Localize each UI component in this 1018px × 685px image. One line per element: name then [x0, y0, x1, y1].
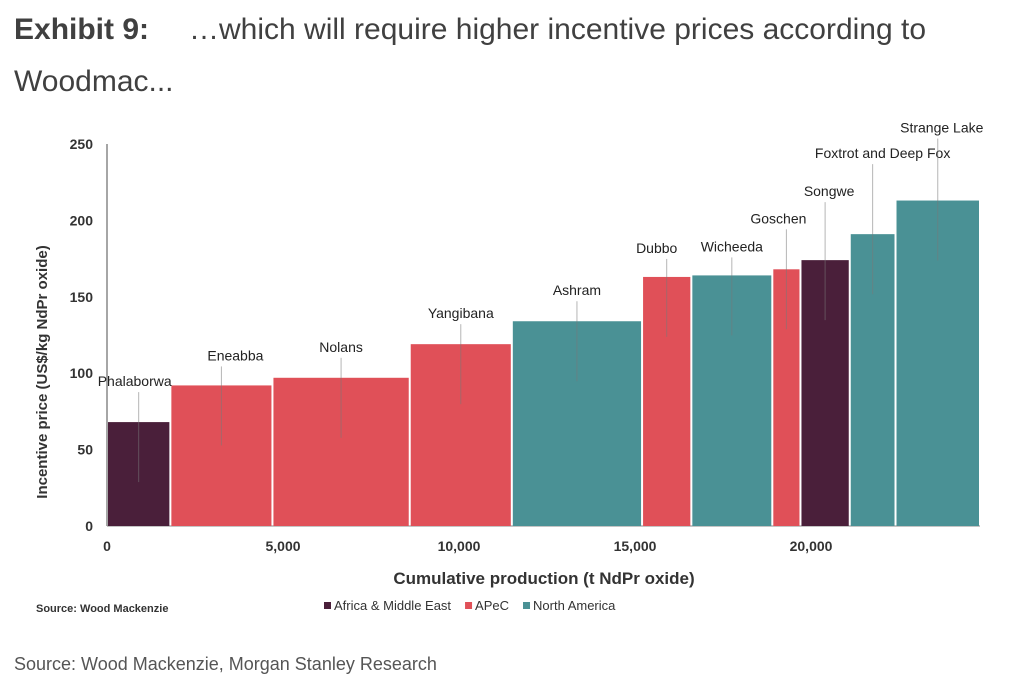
bars	[108, 200, 979, 526]
y-axis: 0 50 100 150 200 250	[70, 136, 108, 534]
footer-source: Source: Wood Mackenzie, Morgan Stanley R…	[14, 654, 437, 674]
bar-label: Yangibana	[428, 305, 494, 321]
y-axis-label: Incentive price (US$/kg NdPr oxide)	[34, 245, 51, 498]
legend-swatch	[324, 602, 331, 609]
legend-label: APeC	[475, 598, 509, 613]
y-tick-label: 150	[70, 289, 94, 305]
y-tick-label: 100	[70, 365, 94, 381]
bar-label: Wicheeda	[701, 238, 763, 254]
chart-source-note: Source: Wood Mackenzie	[36, 603, 168, 615]
bar-label: Nolans	[319, 339, 363, 355]
legend-label: North America	[533, 598, 616, 613]
x-tick-label: 10,000	[438, 538, 481, 554]
x-axis-label: Cumulative production (t NdPr oxide)	[393, 569, 694, 588]
legend-swatch	[523, 602, 531, 609]
bar-label: Eneabba	[207, 347, 263, 363]
bar-label: Goschen	[750, 210, 806, 226]
legend: Africa & Middle East APeC North America	[324, 598, 616, 613]
legend-label: Africa & Middle East	[334, 598, 451, 613]
y-tick-label: 50	[77, 442, 93, 458]
exhibit-heading: Exhibit 9: …which will require higher inc…	[14, 4, 1009, 108]
bar-label: Songwe	[804, 183, 855, 199]
x-tick-label: 5,000	[265, 538, 300, 554]
y-tick-label: 0	[85, 518, 93, 534]
bar-label: Foxtrot and Deep Fox	[815, 145, 950, 161]
bar-label: Phalaborwa	[98, 373, 172, 389]
y-tick-label: 250	[70, 136, 94, 152]
x-tick-label: 20,000	[790, 538, 833, 554]
y-tick-label: 200	[70, 212, 94, 228]
project-labels: Phalaborwa Eneabba Nolans Yangibana Ashram Du…	[98, 120, 984, 483]
x-tick-label: 0	[103, 538, 111, 554]
exhibit-label: Exhibit 9:	[14, 13, 150, 46]
cost-curve-chart: 0 50 100 150 200 250 0 5,000 10,000 15,000 20,000…	[34, 120, 984, 615]
bar-label: Dubbo	[636, 240, 677, 256]
x-tick-label: 15,000	[614, 538, 657, 554]
bar-label: Ashram	[553, 282, 601, 298]
bar-label: Strange Lake	[900, 120, 983, 136]
x-axis: 0 5,000 10,000 15,000 20,000	[103, 525, 980, 554]
exhibit-title: …which will require higher incentive pri…	[14, 13, 927, 98]
legend-swatch	[465, 602, 473, 609]
